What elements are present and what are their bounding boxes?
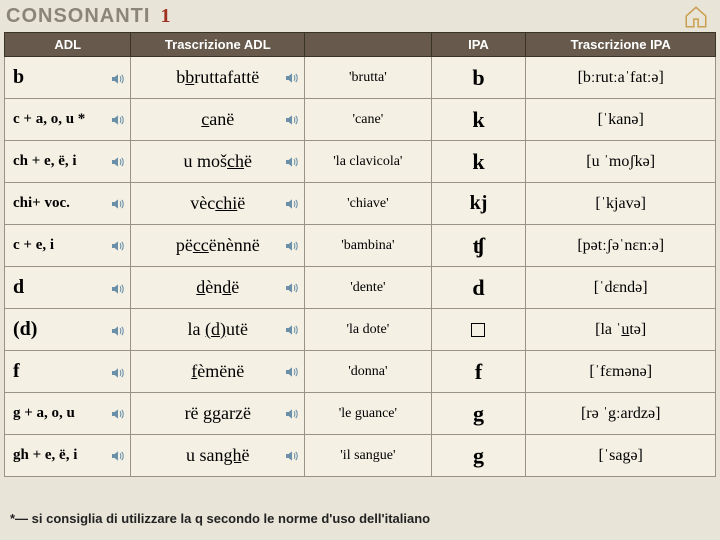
- ipa-cell: f: [431, 351, 526, 393]
- table-row: (d)la (d)utë'la dote' [la ˈutə]: [5, 309, 716, 351]
- table-row: chi+ voc.vècchië'chiave'kj[ˈkjavə]: [5, 183, 716, 225]
- page-title: CONSONANTI: [0, 5, 150, 28]
- sound-icon[interactable]: [110, 280, 126, 296]
- ipa-transcription-cell: [ˈsagə]: [526, 435, 716, 477]
- header-gloss: [305, 33, 431, 57]
- footnote: *— si consiglia di utilizzare la q secon…: [10, 511, 430, 526]
- adl-cell: g + a, o, u: [5, 393, 131, 435]
- transcription-cell: fèmënë: [131, 351, 305, 393]
- ipa-cell: b: [431, 57, 526, 99]
- sound-icon[interactable]: [284, 364, 300, 380]
- header-transcription: Trascrizione ADL: [131, 33, 305, 57]
- transcription-cell: rë ggarzë: [131, 393, 305, 435]
- ipa-transcription-cell: [ˈfɛmənə]: [526, 351, 716, 393]
- transcription-cell: pëccënènnë: [131, 225, 305, 267]
- sound-icon[interactable]: [284, 322, 300, 338]
- transcription-cell: canë: [131, 99, 305, 141]
- adl-cell: b: [5, 57, 131, 99]
- ipa-transcription-cell: [rə ˈgːardzə]: [526, 393, 716, 435]
- gloss-cell: 'la dote': [305, 309, 431, 351]
- gloss-cell: 'bambina': [305, 225, 431, 267]
- ipa-transcription-cell: [pətːʃəˈnɛnːə]: [526, 225, 716, 267]
- ipa-cell: g: [431, 435, 526, 477]
- gloss-cell: 'dente': [305, 267, 431, 309]
- table-row: c + a, o, u *canë'cane'k[ˈkanə]: [5, 99, 716, 141]
- header-ipa: IPA: [431, 33, 526, 57]
- sound-icon[interactable]: [284, 448, 300, 464]
- transcription-cell: u mošchë: [131, 141, 305, 183]
- sound-icon[interactable]: [110, 112, 126, 128]
- ipa-cell: k: [431, 141, 526, 183]
- transcription-cell: u sanghë: [131, 435, 305, 477]
- gloss-cell: 'cane': [305, 99, 431, 141]
- ipa-cell: kj: [431, 183, 526, 225]
- sound-icon[interactable]: [110, 154, 126, 170]
- sound-icon[interactable]: [110, 196, 126, 212]
- sound-icon[interactable]: [284, 406, 300, 422]
- adl-cell: chi+ voc.: [5, 183, 131, 225]
- table-row: ch + e, ë, iu mošchë'la clavicola'k[u ˈm…: [5, 141, 716, 183]
- home-icon[interactable]: [682, 4, 710, 30]
- transcription-cell: vècchië: [131, 183, 305, 225]
- sound-icon[interactable]: [110, 364, 126, 380]
- page-number: 1: [160, 5, 170, 28]
- sound-icon[interactable]: [110, 406, 126, 422]
- header-adl: ADL: [5, 33, 131, 57]
- adl-cell: d: [5, 267, 131, 309]
- ipa-cell: d: [431, 267, 526, 309]
- table-row: gh + e, ë, iu sanghë'il sangue'g[ˈsagə]: [5, 435, 716, 477]
- ipa-transcription-cell: [bːrutːaˈfatːə]: [526, 57, 716, 99]
- table-row: ffèmënë'donna'f[ˈfɛmənə]: [5, 351, 716, 393]
- sound-icon[interactable]: [110, 448, 126, 464]
- ipa-transcription-cell: [ˈkanə]: [526, 99, 716, 141]
- gloss-cell: 'la clavicola': [305, 141, 431, 183]
- sound-icon[interactable]: [110, 70, 126, 86]
- sound-icon[interactable]: [284, 238, 300, 254]
- sound-icon[interactable]: [284, 154, 300, 170]
- table-row: g + a, o, urë ggarzë'le guance'g[rə ˈgːa…: [5, 393, 716, 435]
- sound-icon[interactable]: [284, 70, 300, 86]
- gloss-cell: 'brutta': [305, 57, 431, 99]
- header-ipa-transcription: Trascrizione IPA: [526, 33, 716, 57]
- adl-cell: f: [5, 351, 131, 393]
- table-row: bbbruttafattë'brutta'b[bːrutːaˈfatːə]: [5, 57, 716, 99]
- consonants-table: ADL Trascrizione ADL IPA Trascrizione IP…: [4, 32, 716, 477]
- adl-cell: (d): [5, 309, 131, 351]
- adl-cell: gh + e, ë, i: [5, 435, 131, 477]
- transcription-cell: bbruttafattë: [131, 57, 305, 99]
- ipa-transcription-cell: [ˈdɛndə]: [526, 267, 716, 309]
- ipa-cell: ʧ: [431, 225, 526, 267]
- table-row: ddèndë'dente'd[ˈdɛndə]: [5, 267, 716, 309]
- sound-icon[interactable]: [284, 280, 300, 296]
- adl-cell: ch + e, ë, i: [5, 141, 131, 183]
- gloss-cell: 'chiave': [305, 183, 431, 225]
- gloss-cell: 'donna': [305, 351, 431, 393]
- adl-cell: c + a, o, u *: [5, 99, 131, 141]
- ipa-cell: g: [431, 393, 526, 435]
- table-row: c + e, ipëccënènnë'bambina'ʧ[pətːʃəˈnɛnː…: [5, 225, 716, 267]
- ipa-cell: [431, 309, 526, 351]
- sound-icon[interactable]: [284, 196, 300, 212]
- sound-icon[interactable]: [110, 322, 126, 338]
- gloss-cell: 'le guance': [305, 393, 431, 435]
- transcription-cell: dèndë: [131, 267, 305, 309]
- adl-cell: c + e, i: [5, 225, 131, 267]
- gloss-cell: 'il sangue': [305, 435, 431, 477]
- sound-icon[interactable]: [110, 238, 126, 254]
- sound-icon[interactable]: [284, 112, 300, 128]
- ipa-transcription-cell: [u ˈmoʃkə]: [526, 141, 716, 183]
- ipa-cell: k: [431, 99, 526, 141]
- transcription-cell: la (d)utë: [131, 309, 305, 351]
- ipa-transcription-cell: [ˈkjavə]: [526, 183, 716, 225]
- ipa-transcription-cell: [la ˈutə]: [526, 309, 716, 351]
